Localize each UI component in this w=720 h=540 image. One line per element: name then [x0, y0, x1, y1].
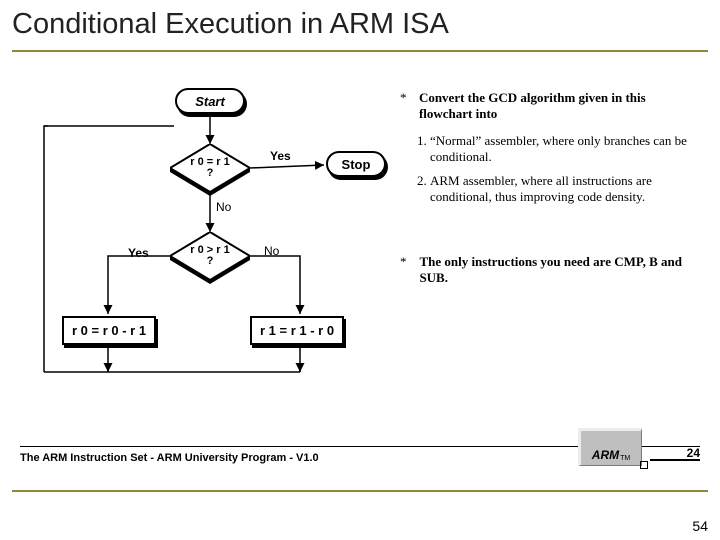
flow-stop: Stop: [326, 151, 386, 177]
p1-label: r 0 = r 0 - r 1: [72, 323, 146, 338]
flow-start: Start: [175, 88, 245, 114]
p2-label: r 1 = r 1 - r 0: [260, 323, 334, 338]
rhs-b1-text: Convert the GCD algorithm given in this …: [419, 90, 700, 123]
rhs-list: “Normal” assembler, where only branches …: [430, 133, 700, 206]
arm-square-icon: [640, 461, 648, 469]
slide-page-number: 54: [692, 518, 708, 534]
arm-logo: ARMTM: [578, 428, 642, 466]
rhs-item-1: “Normal” assembler, where only branches …: [430, 133, 700, 166]
inner-footer-text: The ARM Instruction Set - ARM University…: [20, 452, 319, 464]
asterisk-icon: *: [400, 254, 411, 287]
asterisk-icon: *: [400, 90, 411, 123]
bottom-rule: [12, 490, 708, 492]
rhs-text-block: * Convert the GCD algorithm given in thi…: [400, 90, 700, 296]
flow-decision-gt: r 0 > r 1?: [170, 232, 250, 280]
slide: Conditional Execution in ARM ISA: [0, 0, 720, 540]
arm-logo-text: ARM: [592, 448, 619, 462]
start-label: Start: [195, 94, 225, 109]
d1-no-label: No: [216, 200, 231, 214]
flow-proc-sub-r0: r 0 = r 0 - r 1: [62, 316, 156, 345]
d1-text: r 0 = r 1?: [190, 157, 229, 179]
stop-label: Stop: [342, 157, 371, 172]
inner-page-number: 24: [687, 446, 700, 460]
d2-text: r 0 > r 1?: [190, 245, 229, 267]
flow-proc-sub-r1: r 1 = r 1 - r 0: [250, 316, 344, 345]
arm-logo-tm: TM: [620, 455, 630, 462]
rhs-item-2: ARM assembler, where all instructions ar…: [430, 173, 700, 206]
rhs-b2-text: The only instructions you need are CMP, …: [419, 254, 700, 287]
d2-yes-label: Yes: [128, 246, 149, 260]
d2-no-label: No: [264, 244, 279, 258]
flow-decision-eq: r 0 = r 1?: [170, 144, 250, 192]
d1-yes-label: Yes: [270, 149, 291, 163]
rhs-bullet-1: * Convert the GCD algorithm given in thi…: [400, 90, 700, 123]
rhs-bullet-2: * The only instructions you need are CMP…: [400, 254, 700, 287]
